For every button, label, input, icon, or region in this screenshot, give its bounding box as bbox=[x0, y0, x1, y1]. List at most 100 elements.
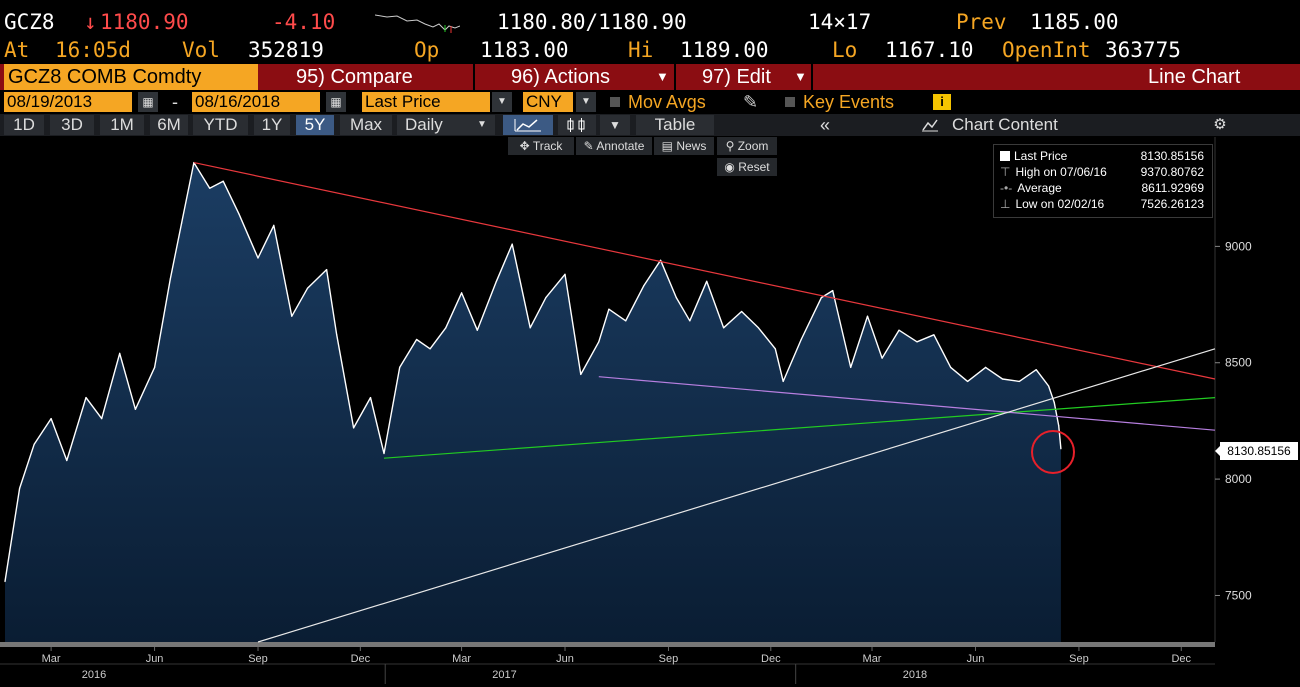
currency-select[interactable]: CNY bbox=[523, 92, 573, 112]
period-3d[interactable]: 3D bbox=[50, 115, 94, 135]
news-icon: ▤ bbox=[661, 139, 673, 153]
period-1d[interactable]: 1D bbox=[4, 115, 44, 135]
price-point bbox=[820, 297, 823, 299]
chart-style-dropdown-icon[interactable]: ▼ bbox=[600, 115, 630, 135]
edit-dropdown-icon[interactable]: ▼ bbox=[794, 69, 807, 84]
trendline-layer bbox=[193, 162, 1216, 643]
compare-button[interactable]: 95) Compare bbox=[296, 66, 413, 88]
end-date-input[interactable]: 08/16/2018 bbox=[192, 92, 320, 112]
menu-divider bbox=[811, 64, 813, 90]
price-point bbox=[154, 366, 156, 368]
low-label: Lo bbox=[832, 38, 858, 62]
field-dropdown-icon[interactable]: ▼ bbox=[492, 92, 512, 112]
price-point bbox=[916, 341, 918, 343]
price-point bbox=[706, 280, 708, 282]
price-point bbox=[66, 459, 68, 462]
x-month-label: Mar bbox=[863, 653, 882, 665]
collapse-icon[interactable]: « bbox=[819, 115, 830, 135]
actions-button[interactable]: 96) Actions bbox=[511, 66, 610, 88]
table-button[interactable]: Table bbox=[636, 115, 714, 135]
x-month-label: Dec bbox=[1171, 653, 1191, 665]
price-point bbox=[476, 329, 478, 331]
high-marker-icon: ⊤ bbox=[1000, 165, 1011, 179]
price-point bbox=[1053, 401, 1055, 403]
price-point bbox=[1018, 380, 1020, 382]
price-point bbox=[33, 443, 35, 445]
chart-content-icon[interactable] bbox=[920, 115, 940, 135]
price-point bbox=[866, 315, 869, 317]
mov-avgs-label[interactable]: Mov Avgs bbox=[628, 92, 706, 112]
track-button[interactable]: ✥ Track bbox=[508, 137, 574, 155]
price-point bbox=[273, 224, 275, 226]
date-dash: - bbox=[172, 92, 178, 112]
legend-high-label: High on 07/06/16 bbox=[1015, 165, 1107, 179]
price-point bbox=[416, 338, 418, 341]
price-point bbox=[800, 338, 802, 341]
chart-content-button[interactable]: Chart Content bbox=[952, 115, 1058, 134]
x-month-label: Sep bbox=[248, 653, 268, 665]
reset-label: Reset bbox=[738, 160, 770, 174]
currency-dropdown-icon[interactable]: ▼ bbox=[576, 92, 596, 112]
price-point bbox=[1060, 448, 1062, 450]
period-1m[interactable]: 1M bbox=[100, 115, 144, 135]
trendline-red bbox=[193, 162, 1216, 380]
news-button[interactable]: ▤ News bbox=[654, 137, 714, 155]
reset-icon: ◉ bbox=[724, 160, 735, 174]
candlestick-icon[interactable] bbox=[558, 115, 596, 135]
price-point bbox=[369, 397, 372, 399]
key-events-label[interactable]: Key Events bbox=[803, 92, 895, 112]
legend-last-value: 8130.85156 bbox=[1140, 149, 1204, 163]
price-point bbox=[169, 278, 171, 280]
legend-last: Last Price bbox=[1000, 149, 1067, 163]
period-6m[interactable]: 6M bbox=[150, 115, 188, 135]
y-tick-label: 8500 bbox=[1225, 356, 1252, 370]
frequency-select[interactable]: Daily bbox=[397, 115, 495, 135]
price-point bbox=[50, 418, 52, 420]
security-field[interactable]: GCZ8 COMB Comdty bbox=[4, 64, 258, 90]
zoom-button[interactable]: ⚲ Zoom bbox=[717, 137, 777, 155]
legend-low: ⊥ Low on 02/02/16 bbox=[1000, 197, 1104, 211]
period-1y[interactable]: 1Y bbox=[254, 115, 290, 135]
price-chart[interactable]: 7500 8000 8500 9000 Mar Jun Sep Dec Mar Jun Sep De… bbox=[0, 137, 1300, 687]
y-tick-label: 8000 bbox=[1225, 472, 1252, 486]
key-events-checkbox[interactable] bbox=[785, 97, 795, 107]
price-area-layer bbox=[4, 161, 1062, 642]
line-chart-icon[interactable] bbox=[503, 115, 553, 135]
bid-ask-size: 14×17 bbox=[808, 10, 872, 34]
price-point bbox=[643, 285, 645, 287]
x-axis-layer: Mar Jun Sep Dec Mar Jun Sep Dec Mar Jun Sep Dec 2016… bbox=[42, 647, 1192, 684]
annotate-button[interactable]: ✎ Annotate bbox=[576, 137, 652, 155]
legend-average-value: 8611.92969 bbox=[1141, 181, 1204, 195]
price-point bbox=[119, 352, 121, 354]
price-point bbox=[445, 327, 447, 329]
vol-label: Vol bbox=[182, 38, 220, 62]
pencil-icon[interactable]: ✎ bbox=[743, 92, 759, 112]
edit-button[interactable]: 97) Edit bbox=[702, 66, 771, 88]
frequency-dropdown-icon[interactable]: ▼ bbox=[477, 119, 487, 130]
reset-button[interactable]: ◉ Reset bbox=[717, 158, 777, 176]
field-select[interactable]: Last Price bbox=[362, 92, 490, 112]
x-month-label: Mar bbox=[42, 653, 61, 665]
low-price: 1167.10 bbox=[885, 38, 974, 62]
last-price-tag-text: 8130.85156 bbox=[1227, 444, 1291, 458]
price-point bbox=[353, 427, 355, 429]
legend-low-label: Low on 02/02/16 bbox=[1015, 197, 1105, 211]
pencil-icon: ✎ bbox=[583, 139, 594, 153]
period-ytd[interactable]: YTD bbox=[193, 115, 248, 135]
period-max[interactable]: Max bbox=[340, 115, 392, 135]
y-tick-label: 9000 bbox=[1225, 239, 1252, 253]
price-point bbox=[580, 373, 582, 375]
ticker[interactable]: GCZ8 bbox=[4, 10, 55, 34]
last-price: 1180.90 bbox=[100, 10, 189, 34]
info-icon[interactable]: i bbox=[933, 94, 951, 110]
calendar-icon[interactable]: ▦ bbox=[138, 92, 158, 112]
open-interest-label: OpenInt bbox=[1002, 38, 1091, 62]
calendar-icon[interactable]: ▦ bbox=[326, 92, 346, 112]
start-date-input[interactable]: 08/19/2013 bbox=[4, 92, 132, 112]
price-point bbox=[209, 187, 211, 189]
gear-icon[interactable]: ⚙ bbox=[1213, 116, 1227, 133]
actions-dropdown-icon[interactable]: ▼ bbox=[656, 69, 669, 84]
mov-avgs-checkbox[interactable] bbox=[610, 97, 620, 107]
period-5y[interactable]: 5Y bbox=[296, 115, 334, 135]
price-point bbox=[257, 257, 259, 259]
